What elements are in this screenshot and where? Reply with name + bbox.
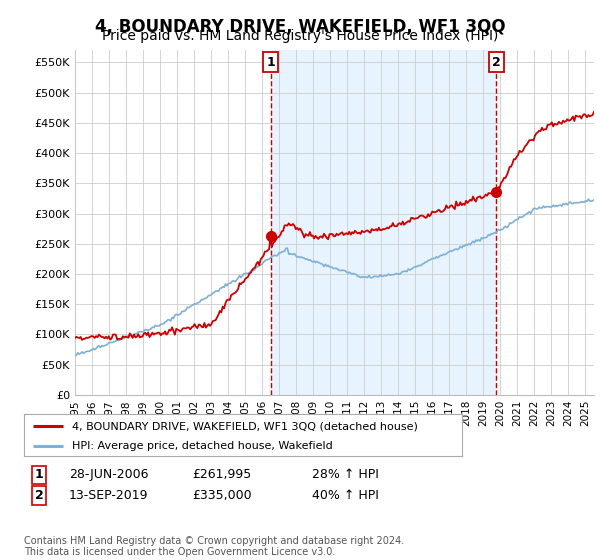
Text: 1: 1 bbox=[266, 55, 275, 68]
Text: 28% ↑ HPI: 28% ↑ HPI bbox=[312, 468, 379, 482]
Text: 13-SEP-2019: 13-SEP-2019 bbox=[69, 489, 149, 502]
Text: 1: 1 bbox=[35, 468, 43, 482]
Text: Price paid vs. HM Land Registry's House Price Index (HPI): Price paid vs. HM Land Registry's House … bbox=[102, 29, 498, 43]
Text: 28-JUN-2006: 28-JUN-2006 bbox=[69, 468, 149, 482]
Text: 4, BOUNDARY DRIVE, WAKEFIELD, WF1 3QQ (detached house): 4, BOUNDARY DRIVE, WAKEFIELD, WF1 3QQ (d… bbox=[72, 421, 418, 431]
Text: £335,000: £335,000 bbox=[192, 489, 251, 502]
Text: 2: 2 bbox=[492, 55, 500, 68]
Text: 4, BOUNDARY DRIVE, WAKEFIELD, WF1 3QQ: 4, BOUNDARY DRIVE, WAKEFIELD, WF1 3QQ bbox=[95, 18, 505, 36]
Text: Contains HM Land Registry data © Crown copyright and database right 2024.
This d: Contains HM Land Registry data © Crown c… bbox=[24, 535, 404, 557]
Text: £261,995: £261,995 bbox=[192, 468, 251, 482]
Text: HPI: Average price, detached house, Wakefield: HPI: Average price, detached house, Wake… bbox=[72, 441, 333, 451]
Text: 40% ↑ HPI: 40% ↑ HPI bbox=[312, 489, 379, 502]
Bar bbox=[271, 50, 496, 395]
Text: 2: 2 bbox=[35, 489, 43, 502]
